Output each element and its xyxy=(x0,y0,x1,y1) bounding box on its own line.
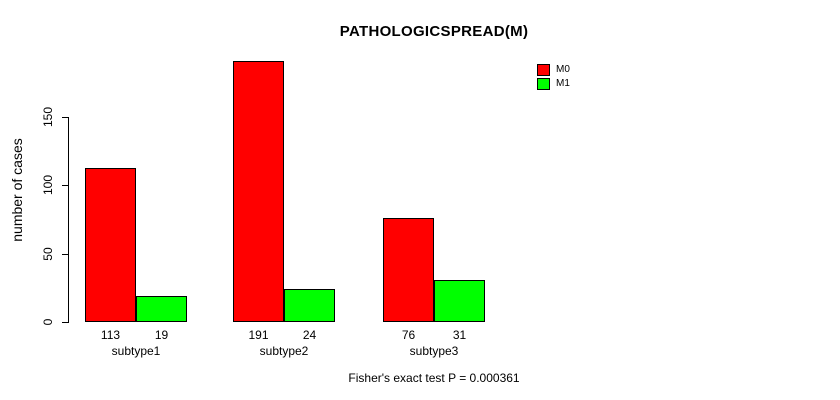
bar-value-label-m1-subtype2: 24 xyxy=(302,328,317,342)
y-axis-line xyxy=(68,117,69,323)
x-axis-category-label-subtype3: subtype3 xyxy=(409,344,459,358)
footer-annotation: Fisher's exact test P = 0.000361 xyxy=(348,371,520,385)
bar-value-label-m0-subtype1: 113 xyxy=(100,328,121,342)
y-axis-tick-label: 150 xyxy=(41,106,55,128)
bar-m1-subtype3 xyxy=(434,280,485,322)
chart-title: PATHOLOGICSPREAD(M) xyxy=(339,23,529,40)
legend-label-m0: M0 xyxy=(556,64,570,75)
bar-value-label-m1-subtype3: 31 xyxy=(452,328,467,342)
y-axis-tick xyxy=(62,117,68,118)
y-axis-tick xyxy=(62,322,68,323)
legend-label-m1: M1 xyxy=(556,78,570,89)
y-axis-tick-label: 0 xyxy=(41,318,55,326)
bar-m1-subtype2 xyxy=(284,289,335,322)
bar-m0-subtype1 xyxy=(85,168,136,322)
legend-swatch-m1 xyxy=(537,78,550,90)
y-axis-tick-label: 50 xyxy=(41,247,55,261)
bar-value-label-m1-subtype1: 19 xyxy=(154,328,169,342)
legend-swatch-m0 xyxy=(537,64,550,76)
bar-value-label-m0-subtype3: 76 xyxy=(401,328,416,342)
bar-m0-subtype3 xyxy=(383,218,434,322)
bar-value-label-m0-subtype2: 191 xyxy=(248,328,269,342)
x-axis-category-label-subtype2: subtype2 xyxy=(259,344,309,358)
bar-m1-subtype1 xyxy=(136,296,187,322)
bar-m0-subtype2 xyxy=(233,61,284,322)
y-axis-tick-label: 100 xyxy=(41,174,55,196)
y-axis-tick xyxy=(62,185,68,186)
y-axis-tick xyxy=(62,254,68,255)
x-axis-category-label-subtype1: subtype1 xyxy=(111,344,161,358)
